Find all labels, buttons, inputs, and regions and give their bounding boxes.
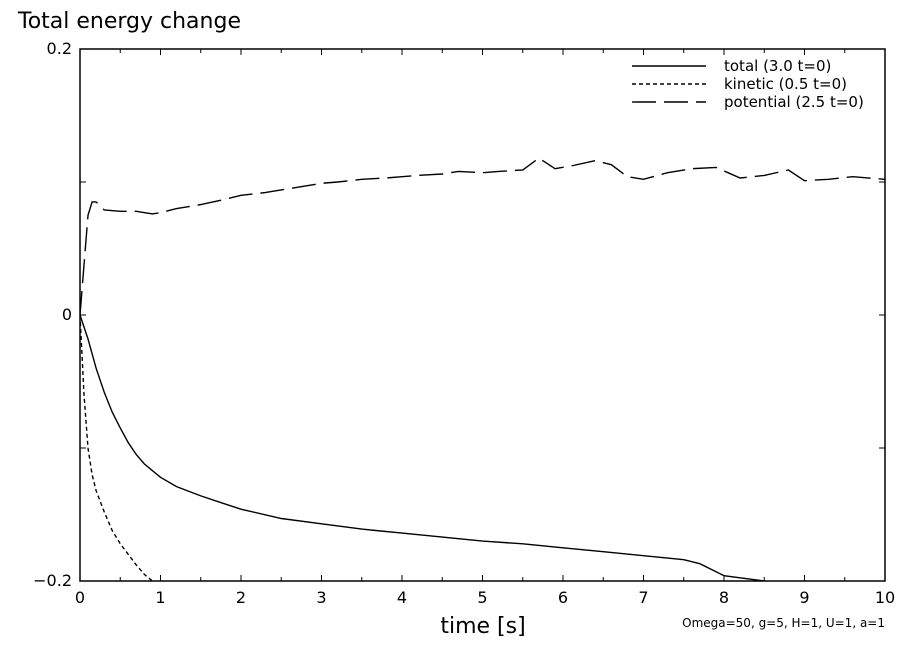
y-tick-label: −0.2 xyxy=(33,571,72,590)
series-line-1 xyxy=(80,314,154,581)
legend-label: kinetic (0.5 t=0) xyxy=(724,75,847,93)
x-tick-label: 3 xyxy=(316,588,326,607)
x-tick-label: 7 xyxy=(638,588,648,607)
tick-marks xyxy=(79,48,886,582)
series-line-0 xyxy=(80,314,772,581)
x-tick-labels: 0 1 2 3 4 5 6 7 8 9 10 xyxy=(75,588,895,607)
x-tick-label: 1 xyxy=(155,588,165,607)
x-tick-label: 6 xyxy=(558,588,568,607)
x-tick-label: 9 xyxy=(799,588,809,607)
legend-label: potential (2.5 t=0) xyxy=(724,93,864,111)
chart-title: Total energy change xyxy=(17,9,241,34)
x-tick-label: 10 xyxy=(875,588,895,607)
series-lines xyxy=(80,157,885,581)
x-tick-label: 8 xyxy=(719,588,729,607)
parameter-annotation: Omega=50, g=5, H=1, U=1, a=1 xyxy=(682,616,885,630)
legend: total (3.0 t=0)kinetic (0.5 t=0)potentia… xyxy=(632,57,864,111)
series-line-2 xyxy=(80,157,885,316)
x-tick-label: 2 xyxy=(236,588,246,607)
plot-frame xyxy=(79,48,886,582)
legend-label: total (3.0 t=0) xyxy=(724,57,831,75)
x-tick-label: 5 xyxy=(477,588,487,607)
x-tick-label: 0 xyxy=(75,588,85,607)
x-tick-label: 4 xyxy=(397,588,407,607)
y-tick-labels: 0.2 0 −0.2 xyxy=(33,39,72,590)
x-axis-label: time [s] xyxy=(440,614,525,639)
y-tick-label: 0 xyxy=(62,305,72,324)
y-tick-label: 0.2 xyxy=(47,39,72,58)
